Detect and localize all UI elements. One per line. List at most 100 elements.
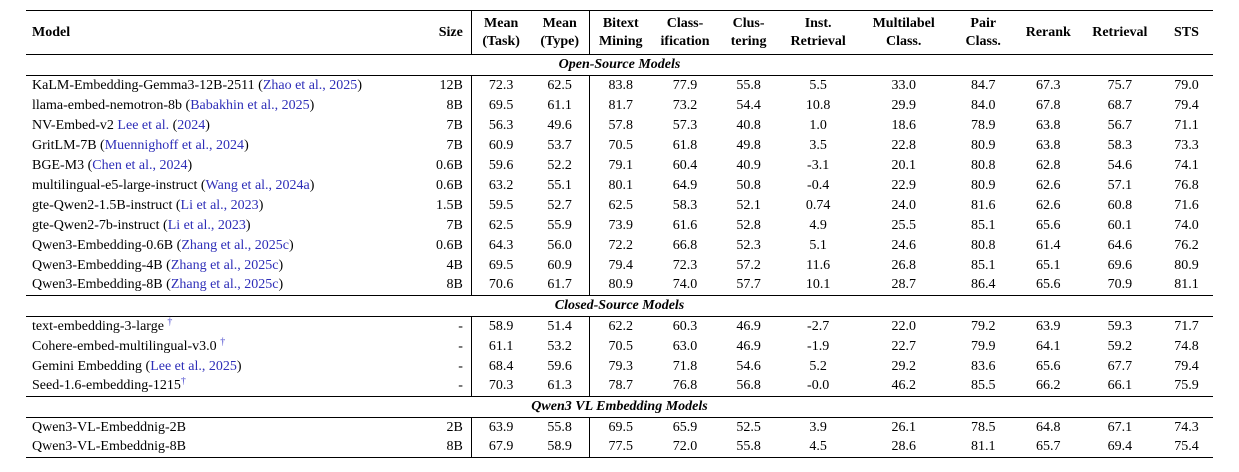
score-cell-mean_task: 72.3 bbox=[488, 77, 514, 93]
score-cell-clustering: 49.8 bbox=[736, 137, 761, 153]
size-cell: 7B bbox=[406, 215, 472, 236]
citation-link[interactable]: 2024 bbox=[177, 117, 206, 133]
table-row: Qwen3-VL-Embeddnig-2B 2B 63.9 55.8 69.5 65.9 5… bbox=[26, 417, 1213, 438]
score-cell-mean_task: 70.6 bbox=[488, 277, 514, 293]
score-cell-rerank: 63.8 bbox=[1036, 137, 1061, 153]
score-cell-rerank: 65.6 bbox=[1036, 277, 1061, 293]
score-cell-rerank: 63.9 bbox=[1036, 318, 1061, 334]
size-cell: 8B bbox=[406, 95, 472, 116]
model-name: ) bbox=[309, 177, 315, 193]
score-cell-rerank: 62.6 bbox=[1036, 197, 1061, 213]
model-name: ) bbox=[187, 157, 193, 173]
benchmark-results-table: Model Size Mean (Task) Mean (Type) Bitext Mi… bbox=[26, 10, 1213, 458]
model-name: ) bbox=[278, 257, 284, 273]
score-cell-inst_retrieval: -0.0 bbox=[807, 378, 830, 394]
score-cell-sts: 71.7 bbox=[1174, 318, 1199, 334]
score-cell-mean_type: 53.7 bbox=[530, 135, 590, 156]
score-cell-multilabel: 22.7 bbox=[891, 338, 916, 354]
citation-link[interactable]: Zhang et al., 2025c bbox=[170, 257, 279, 273]
table-row: GritLM-7B (Muennighoff et al., 2024) 7B 60… bbox=[26, 135, 1213, 156]
score-cell-retrieval: 70.9 bbox=[1107, 277, 1133, 293]
col-header-sts: STS bbox=[1159, 10, 1213, 55]
score-cell-bitext_mining: 80.1 bbox=[608, 177, 633, 193]
citation-link[interactable]: Zhao et al., 2025 bbox=[262, 77, 358, 93]
citation-link[interactable]: Li et al., 2023 bbox=[167, 217, 246, 233]
score-cell-retrieval: 54.6 bbox=[1107, 157, 1133, 173]
table-row: NV-Embed-v2 Lee et al. (2024) 7B 56.3 49.6 5… bbox=[26, 115, 1213, 136]
model-name: ) bbox=[309, 97, 315, 113]
citation-link[interactable]: Wang et al., 2024a bbox=[205, 177, 310, 193]
model-cell: BGE-M3 (Chen et al., 2024) bbox=[26, 156, 406, 176]
col-header-label: Clus- tering bbox=[730, 16, 767, 49]
paper-table-region: Model Size Mean (Task) Mean (Type) Bitext Mi… bbox=[26, 10, 1213, 458]
citation-link[interactable]: Muennighoff et al., 2024 bbox=[104, 137, 245, 153]
score-cell-rerank: 62.6 bbox=[1036, 177, 1061, 193]
score-cell-inst_retrieval: 5.2 bbox=[809, 358, 827, 374]
col-header-retrieval: Retrieval bbox=[1079, 10, 1160, 55]
dagger-marker: † bbox=[167, 316, 173, 328]
section-header-row: Closed-Source Models bbox=[26, 295, 1213, 317]
score-cell-classification: 58.3 bbox=[672, 197, 698, 213]
model-name: KaLM-Embedding-Gemma3-12B-2511 ( bbox=[32, 77, 263, 93]
score-cell-sts: 81.1 bbox=[1174, 277, 1199, 293]
citation-link[interactable]: Lee et al., 2025 bbox=[150, 358, 237, 374]
table-row: multilingual-e5-large-instruct (Wang et … bbox=[26, 175, 1213, 196]
citation-link[interactable]: Lee et al. bbox=[117, 117, 170, 133]
score-cell-mean_type: 59.6 bbox=[530, 356, 590, 377]
citation-link[interactable]: Zhang et al., 2025c bbox=[181, 237, 289, 253]
score-cell-mean_task: 63.2 bbox=[488, 177, 514, 193]
score-cell-pair_class: 85.1 bbox=[970, 217, 996, 233]
score-cell-clustering: 55.8 bbox=[736, 77, 761, 93]
model-name: BGE-M3 ( bbox=[32, 157, 93, 173]
score-cell-multilabel: 20.1 bbox=[891, 157, 916, 173]
col-header-mean_type: Mean (Type) bbox=[530, 10, 590, 55]
score-cell-sts: 74.3 bbox=[1174, 419, 1199, 435]
citation-link[interactable]: Chen et al., 2024 bbox=[92, 157, 188, 173]
score-cell-bitext_mining: 81.7 bbox=[608, 97, 633, 113]
citation-link[interactable]: Babakhin et al., 2025 bbox=[190, 97, 310, 113]
score-cell-retrieval: 57.1 bbox=[1107, 177, 1133, 193]
col-header-multilabel: Multilabel Class. bbox=[857, 10, 950, 55]
table-row: BGE-M3 (Chen et al., 2024) 0.6B 59.6 52.2 79… bbox=[26, 155, 1213, 176]
col-header-bitext_mining: Bitext Mining bbox=[589, 10, 652, 55]
table-row: Qwen3-VL-Embeddnig-8B 8B 67.9 58.9 77.5 72.0 5… bbox=[26, 437, 1213, 458]
table-row: KaLM-Embedding-Gemma3-12B-2511 (Zhao et … bbox=[26, 75, 1213, 96]
score-cell-retrieval: 60.8 bbox=[1107, 197, 1133, 213]
score-cell-sts: 79.0 bbox=[1174, 77, 1199, 93]
table-row: llama-embed-nemotron-8b (Babakhin et al.… bbox=[26, 95, 1213, 116]
score-cell-classification: 60.4 bbox=[672, 157, 698, 173]
model-name: ) bbox=[258, 197, 264, 213]
score-cell-multilabel: 46.2 bbox=[891, 378, 916, 394]
size-cell: 7B bbox=[406, 115, 472, 136]
model-name: Qwen3-VL-Embeddnig-2B bbox=[32, 419, 186, 435]
score-cell-pair_class: 84.7 bbox=[970, 77, 996, 93]
table-row: Qwen3-Embedding-0.6B (Zhang et al., 2025… bbox=[26, 235, 1213, 256]
col-header-size: Size bbox=[406, 10, 472, 55]
score-cell-bitext_mining: 70.5 bbox=[608, 338, 633, 354]
score-cell-mean_type: 51.4 bbox=[530, 316, 590, 337]
section-header-row: Qwen3 VL Embedding Models bbox=[26, 396, 1213, 418]
model-name: ) bbox=[236, 358, 242, 374]
citation-link[interactable]: Zhang et al., 2025c bbox=[170, 277, 279, 293]
score-cell-clustering: 40.8 bbox=[736, 117, 761, 133]
score-cell-pair_class: 85.1 bbox=[970, 257, 996, 273]
header-row: Model Size Mean (Task) Mean (Type) Bitext Mi… bbox=[26, 10, 1213, 55]
col-header-label: Model bbox=[32, 24, 71, 40]
score-cell-clustering: 52.5 bbox=[736, 419, 761, 435]
score-cell-classification: 57.3 bbox=[672, 117, 698, 133]
score-cell-mean_task: 70.3 bbox=[488, 378, 514, 394]
score-cell-pair_class: 79.9 bbox=[970, 338, 996, 354]
score-cell-pair_class: 80.8 bbox=[970, 237, 996, 253]
table-row: Cohere-embed-multilingual-v3.0 † -61.1 53.… bbox=[26, 336, 1213, 357]
score-cell-rerank: 65.7 bbox=[1036, 439, 1061, 455]
model-name: ( bbox=[169, 117, 178, 133]
model-name: ) bbox=[357, 77, 362, 93]
score-cell-bitext_mining: 79.1 bbox=[608, 157, 633, 173]
size-cell: 0.6B bbox=[406, 155, 472, 176]
size-cell: 0.6B bbox=[406, 175, 472, 196]
size-cell: - bbox=[406, 376, 472, 397]
score-cell-inst_retrieval: 5.5 bbox=[809, 77, 827, 93]
section-title: Open-Source Models bbox=[26, 54, 1213, 76]
score-cell-clustering: 57.7 bbox=[736, 277, 761, 293]
citation-link[interactable]: Li et al., 2023 bbox=[180, 197, 259, 213]
